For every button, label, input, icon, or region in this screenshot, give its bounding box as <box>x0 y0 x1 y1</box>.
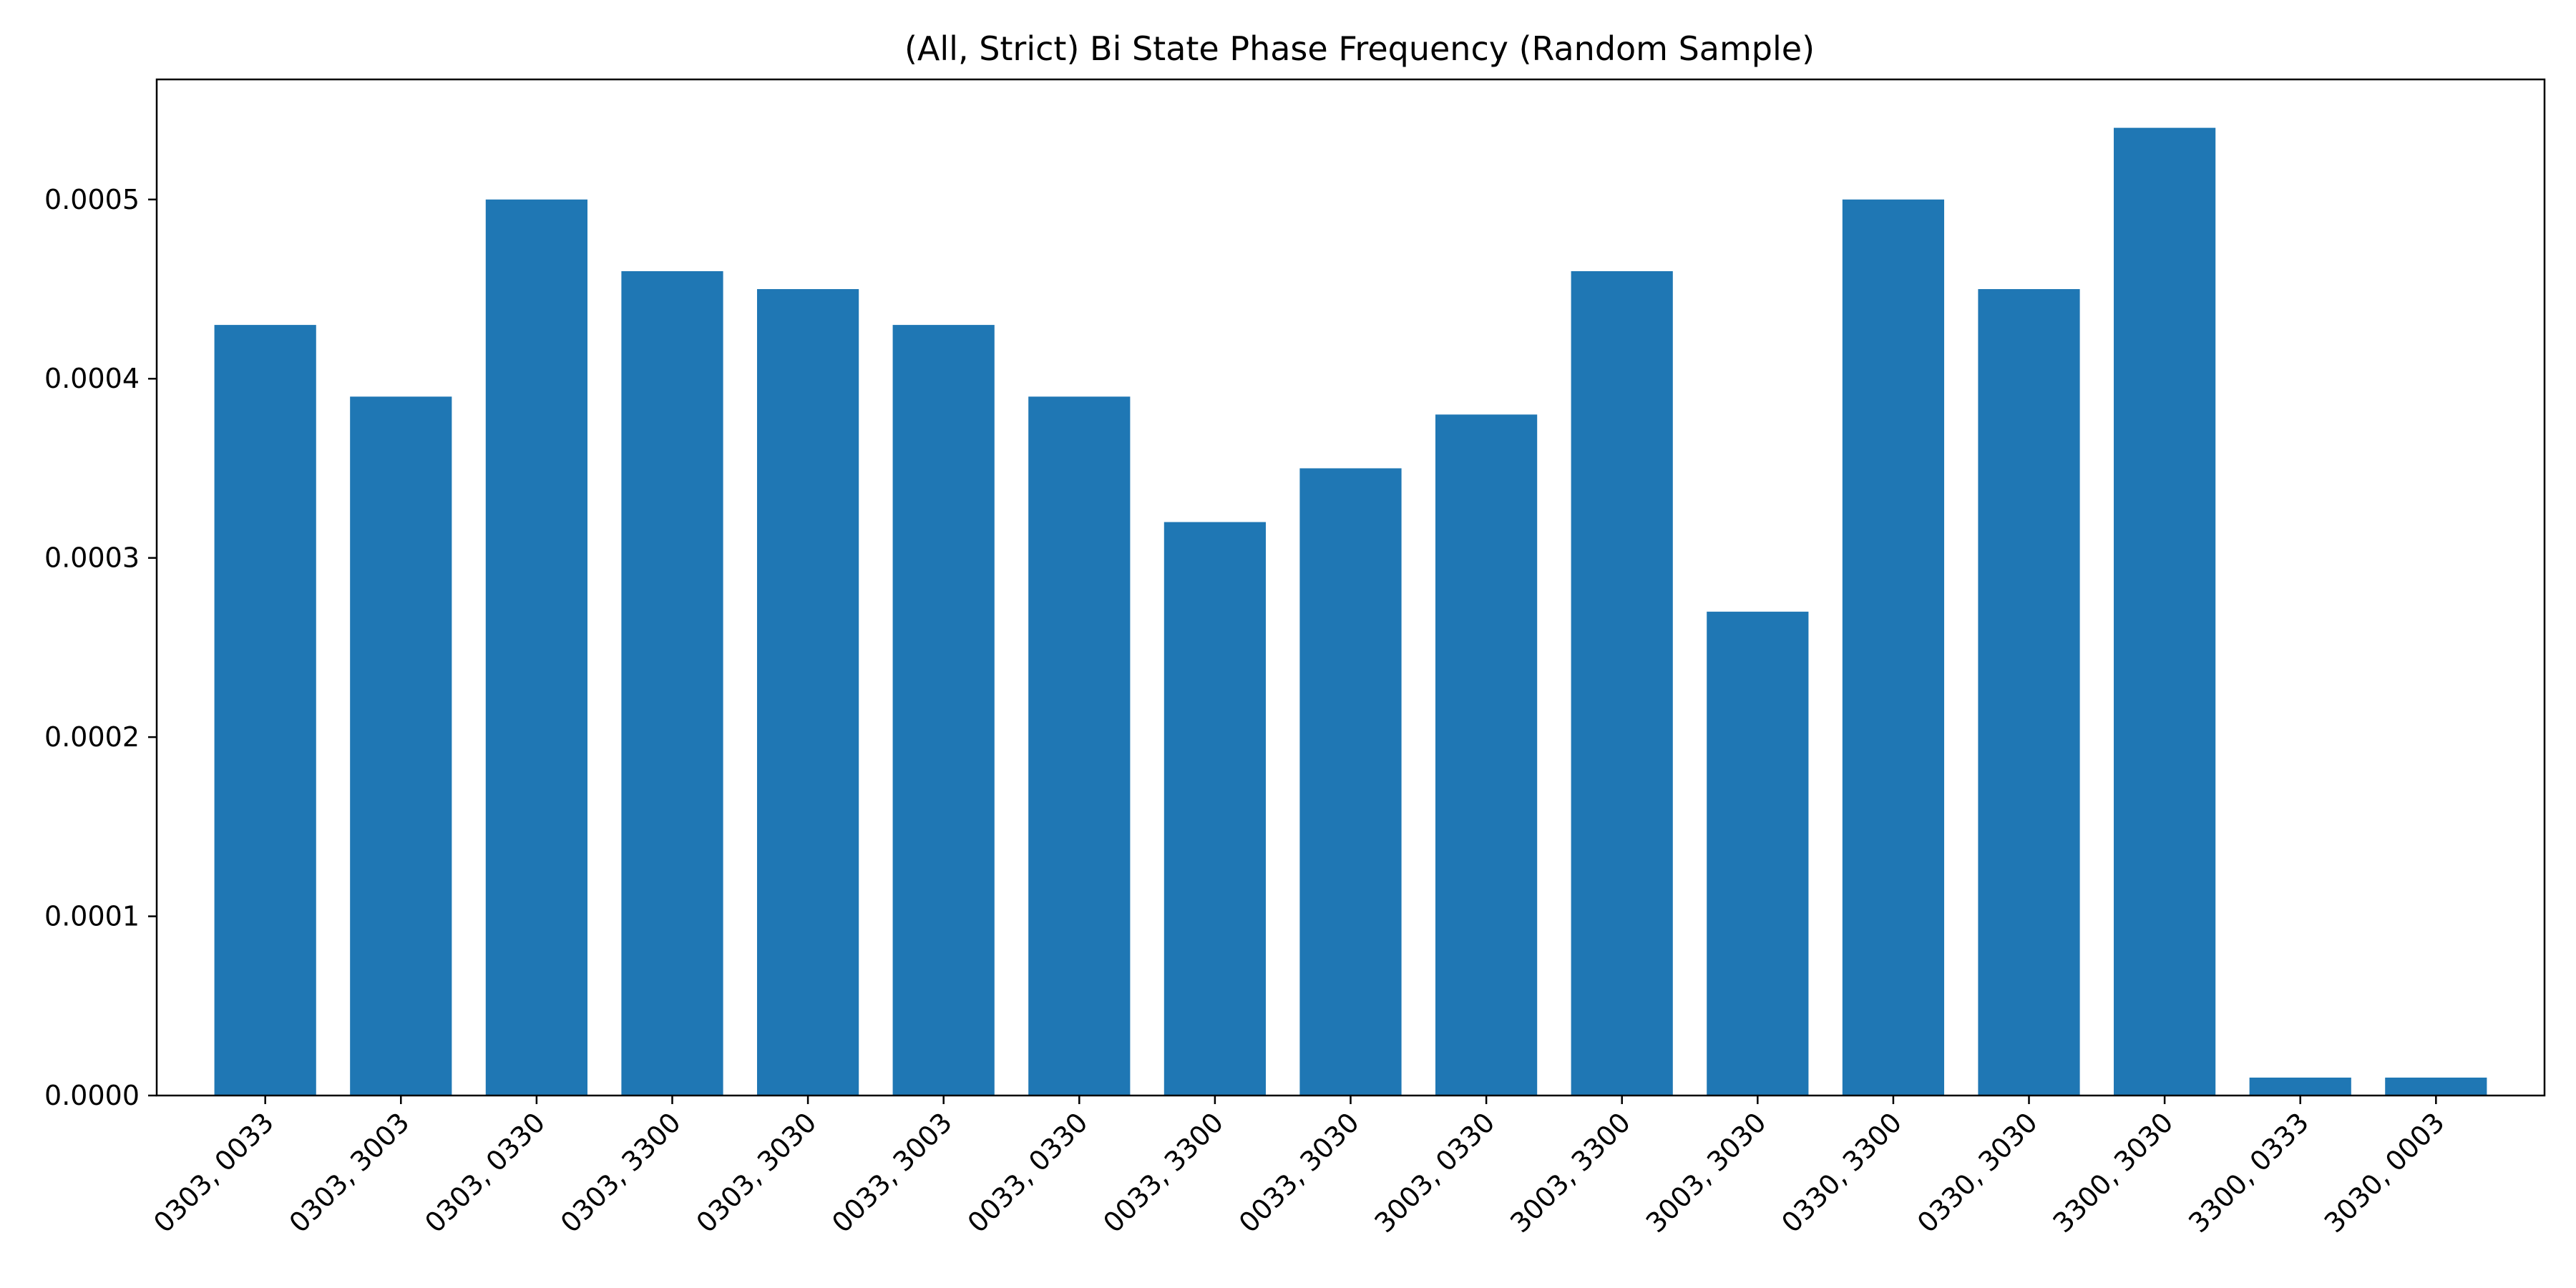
y-tick-label: 0.0001 <box>44 901 140 932</box>
bar <box>485 199 587 1096</box>
bar <box>1978 289 2080 1096</box>
bar <box>2385 1077 2487 1096</box>
bar <box>892 325 995 1096</box>
bar <box>621 270 723 1096</box>
y-tick-label: 0.0003 <box>44 542 140 574</box>
bar <box>350 396 452 1096</box>
y-axis: 0.0000 0.0001 0.0002 0.0003 0.0004 0.0005 <box>44 184 157 1111</box>
y-tick-label: 0.0005 <box>44 184 140 215</box>
bar <box>1299 468 1402 1096</box>
y-tick-label: 0.0004 <box>44 363 140 394</box>
bar <box>756 289 859 1096</box>
y-tick-label: 0.0000 <box>44 1080 140 1111</box>
bar <box>1435 414 1538 1096</box>
bar <box>1842 199 1945 1096</box>
bar <box>1571 270 1673 1096</box>
bar <box>1163 522 1266 1096</box>
bar <box>214 325 316 1096</box>
y-tick-label: 0.0002 <box>44 721 140 753</box>
bars-group <box>214 127 2487 1096</box>
bar <box>1028 396 1131 1096</box>
bar <box>1707 611 1809 1096</box>
bar <box>2249 1077 2351 1096</box>
plot-frame <box>155 78 2546 1097</box>
chart-title: (All, Strict) Bi State Phase Frequency (… <box>904 29 1815 68</box>
bar <box>2114 127 2216 1096</box>
